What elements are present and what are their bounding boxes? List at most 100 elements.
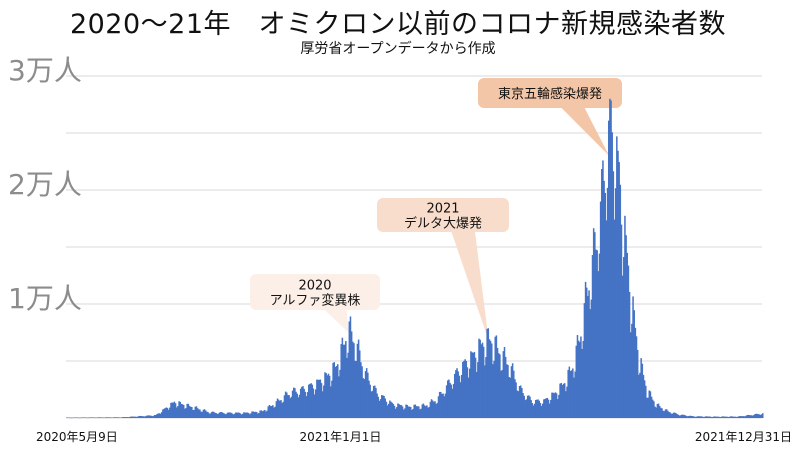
daily-bar: [414, 404, 417, 418]
daily-bar: [599, 201, 602, 418]
daily-bar: [394, 408, 397, 418]
daily-bar: [619, 184, 622, 418]
daily-bar: [715, 416, 718, 418]
daily-bar: [470, 351, 472, 418]
daily-bar: [704, 416, 706, 418]
daily-bar: [181, 404, 184, 418]
daily-bar: [507, 365, 509, 418]
daily-bar: [147, 415, 149, 418]
daily-bar: [309, 383, 311, 418]
daily-bar: [632, 296, 634, 418]
y-tick-label: 1万人: [8, 282, 82, 315]
daily-bar: [91, 417, 93, 418]
daily-bar: [577, 340, 580, 418]
daily-bar: [208, 413, 210, 418]
daily-bar: [264, 409, 266, 418]
daily-bar: [588, 290, 590, 418]
daily-bar: [467, 377, 470, 418]
daily-bar: [647, 397, 649, 418]
daily-bar: [546, 397, 549, 418]
daily-bar: [127, 417, 129, 418]
daily-bar: [746, 414, 749, 418]
daily-bar: [298, 394, 301, 418]
daily-bar: [149, 415, 151, 418]
daily-bar: [516, 390, 518, 418]
daily-bar: [277, 399, 280, 418]
daily-bar: [677, 414, 679, 418]
daily-bar: [214, 412, 216, 418]
daily-bar: [711, 417, 713, 418]
daily-bar: [242, 413, 244, 418]
daily-bar: [407, 406, 410, 418]
daily-bar: [609, 98, 611, 419]
daily-bar: [306, 392, 309, 418]
daily-bar: [466, 367, 469, 418]
daily-bar: [602, 160, 604, 418]
daily-bar: [457, 371, 459, 418]
daily-bar: [299, 388, 302, 418]
daily-bar: [431, 400, 434, 418]
daily-bar: [282, 401, 285, 418]
daily-bar: [596, 250, 598, 418]
daily-bar: [232, 414, 235, 418]
daily-bar: [538, 400, 540, 418]
daily-bar: [427, 407, 429, 418]
daily-bar: [760, 414, 763, 418]
daily-bar: [66, 417, 68, 418]
daily-bar: [305, 396, 308, 418]
daily-bar: [169, 407, 171, 418]
daily-bar: [411, 409, 413, 418]
daily-bar: [587, 295, 589, 418]
daily-bar: [449, 382, 451, 418]
daily-bar: [206, 411, 208, 418]
daily-bar: [756, 413, 758, 418]
daily-bar: [201, 411, 203, 418]
daily-bar: [692, 416, 695, 418]
daily-bar: [100, 417, 103, 418]
daily-bar: [254, 411, 257, 418]
daily-bar: [185, 408, 187, 418]
daily-bar: [382, 395, 384, 418]
daily-bar: [287, 395, 289, 418]
daily-bar: [199, 409, 201, 418]
daily-bar: [200, 411, 202, 418]
daily-bar: [400, 405, 403, 418]
daily-bar: [601, 169, 603, 418]
daily-bar: [357, 339, 360, 418]
daily-bar: [115, 417, 118, 418]
daily-bar: [92, 417, 95, 418]
daily-bar: [372, 385, 375, 418]
daily-bar: [133, 416, 135, 418]
daily-bar: [730, 416, 733, 418]
daily-bar: [313, 394, 316, 418]
daily-bar: [105, 417, 107, 418]
daily-bar: [272, 405, 274, 418]
daily-bar: [134, 416, 136, 418]
daily-bar: [755, 413, 757, 418]
daily-bar: [682, 414, 684, 418]
daily-bar: [660, 407, 662, 418]
daily-bar: [163, 408, 165, 418]
daily-bar: [251, 411, 253, 418]
daily-bar: [591, 254, 594, 418]
daily-bar: [387, 403, 390, 418]
daily-bar: [651, 399, 654, 418]
daily-bar: [137, 416, 140, 418]
daily-bar: [529, 396, 531, 418]
daily-bar: [478, 338, 480, 418]
daily-bar: [281, 402, 283, 418]
daily-bar: [617, 150, 619, 418]
daily-bar: [244, 412, 246, 418]
daily-bar: [757, 414, 759, 418]
daily-bar: [678, 415, 681, 418]
daily-bar: [203, 409, 206, 418]
daily-bar: [495, 335, 498, 418]
daily-bar: [74, 417, 76, 418]
daily-bar: [136, 416, 139, 418]
daily-bar: [494, 336, 496, 418]
daily-bar: [193, 409, 195, 418]
daily-bar: [627, 265, 630, 418]
daily-bar: [517, 391, 520, 418]
